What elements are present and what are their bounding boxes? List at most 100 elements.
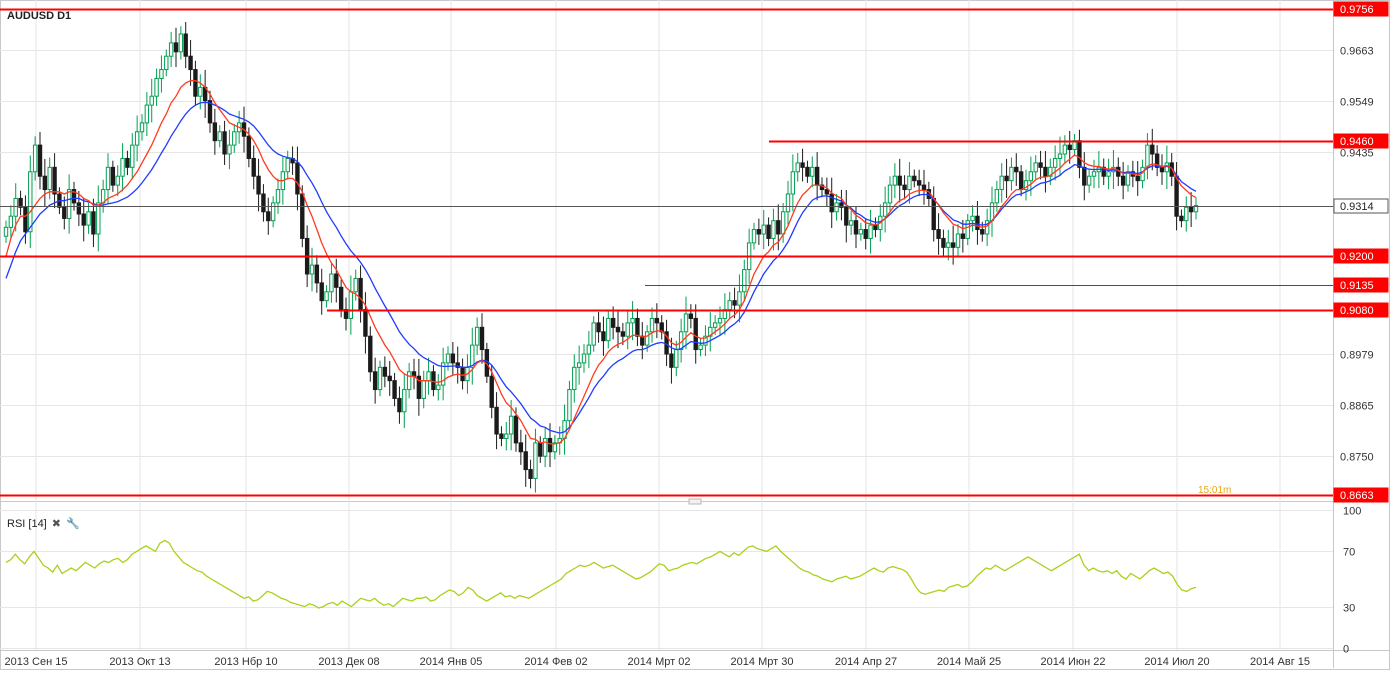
candle-body [188, 55, 193, 71]
candle-body [683, 313, 689, 333]
candle-body [1179, 215, 1184, 222]
chart-title: AUDUSD D1 [7, 10, 71, 22]
candle-body [309, 264, 315, 275]
rsi-y-tick-label: 0 [1343, 644, 1349, 656]
candle-body [552, 442, 558, 453]
candle-body [406, 371, 412, 391]
x-tick-label: 2014 Май 25 [937, 656, 1001, 668]
candle-body [445, 353, 451, 364]
candle-body [154, 77, 159, 97]
candle-body [936, 229, 941, 239]
candle-body [193, 69, 198, 97]
candle-body [591, 322, 596, 346]
candle-body [494, 406, 499, 435]
candle-body [863, 229, 868, 239]
candle-body [610, 317, 616, 328]
candle-body [256, 175, 261, 195]
candle-body [139, 122, 145, 133]
candle-body [363, 309, 368, 337]
y-tick-label: 0.8750 [1340, 452, 1374, 464]
candle-body [130, 144, 135, 168]
candle-body [946, 242, 951, 248]
candle-body [1067, 144, 1072, 151]
candle-body [300, 193, 305, 239]
candle-body [1101, 166, 1106, 177]
x-tick-label: 2013 Дек 08 [318, 656, 379, 668]
candle-body [183, 33, 188, 57]
price-label-box [1333, 277, 1389, 293]
candle-body [329, 273, 334, 293]
price-label: 0.9756 [1340, 4, 1374, 16]
candle-body [1188, 206, 1194, 213]
candle-body [387, 375, 392, 382]
candle-body [858, 229, 864, 235]
x-tick-label: 2014 Мрт 02 [628, 656, 691, 668]
candle-body [620, 331, 626, 337]
candle-body [1023, 180, 1029, 191]
candle-body [1048, 166, 1053, 177]
y-tick-label: 0.9435 [1340, 148, 1374, 160]
candle-body [727, 300, 732, 311]
candle-body [999, 175, 1004, 191]
candle-body [625, 322, 630, 337]
candle-body [892, 175, 898, 186]
candle-body [1086, 175, 1092, 186]
candle-body [839, 202, 844, 208]
candle-body [688, 313, 694, 319]
candle-body [1009, 166, 1014, 182]
candle-body [766, 224, 771, 239]
candle-body [513, 415, 519, 444]
candle-body [960, 233, 966, 239]
candle-body [576, 362, 582, 368]
candle-body [334, 273, 339, 288]
candle-body [635, 317, 640, 337]
candle-body [824, 189, 830, 195]
candle-body [771, 220, 776, 239]
candle-body [756, 229, 762, 235]
candle-body [649, 317, 655, 333]
rsi-line [5, 539, 1197, 609]
candle-body [105, 166, 111, 191]
candle-body [931, 197, 936, 231]
candle-body [504, 433, 509, 439]
candle-body [1018, 171, 1024, 191]
candle-body [474, 326, 480, 346]
candle-body [261, 193, 266, 213]
candle-body [120, 157, 125, 177]
price-label-box [1333, 1, 1389, 17]
candle-body [1091, 171, 1097, 177]
wrench-icon[interactable]: 🔧 [65, 517, 80, 530]
candle-body [790, 171, 796, 195]
price-label-box [1333, 302, 1389, 318]
candle-body [173, 42, 179, 53]
candle-body [499, 433, 504, 439]
candle-body [71, 189, 77, 204]
candle-body [470, 344, 475, 368]
candle-body [601, 331, 606, 342]
candle-body [431, 371, 436, 391]
candle-body [751, 229, 757, 244]
x-tick-label: 2014 Июн 22 [1040, 656, 1105, 668]
candle-body [207, 100, 213, 124]
candle-body [18, 197, 23, 208]
candle-body [965, 220, 970, 239]
candle-body [227, 144, 232, 155]
candle-body [547, 437, 553, 453]
y-tick-label: 0.9549 [1340, 97, 1374, 109]
candle-body [703, 335, 708, 346]
price-label: 0.9460 [1340, 136, 1374, 148]
candle-body [358, 277, 363, 311]
close-icon[interactable]: ✖ [51, 517, 61, 530]
candle-body [955, 233, 961, 248]
candle-body [246, 135, 252, 159]
candle-body [164, 55, 169, 71]
candle-body [994, 189, 1000, 204]
candle-body [528, 469, 533, 479]
candle-body [1174, 175, 1179, 217]
candle-body [1014, 166, 1019, 173]
candle-body [567, 389, 572, 422]
candle-body [693, 317, 698, 351]
candle-body [581, 353, 587, 364]
